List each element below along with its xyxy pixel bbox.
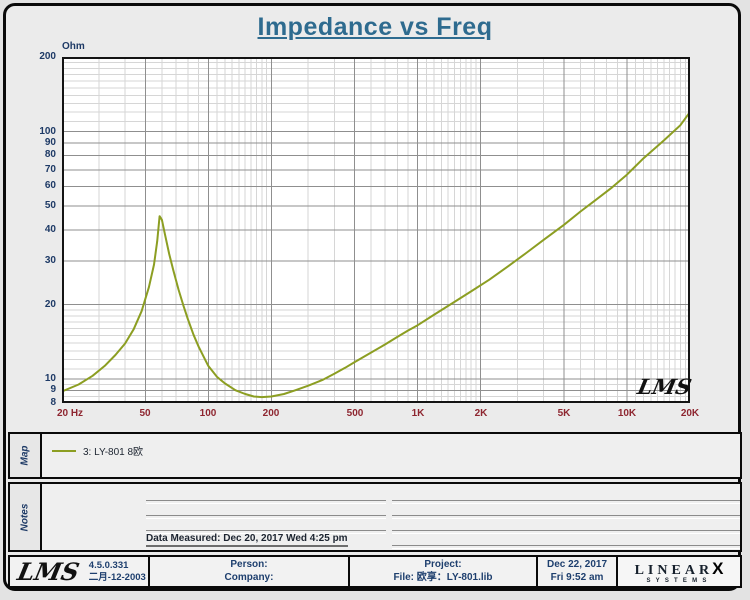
y-tick-label: 80: [44, 149, 56, 160]
page-title: Impedance vs Freq: [257, 13, 493, 41]
footer-person-cell: Person: Company:: [150, 557, 350, 586]
map-section-label-cell: Map: [10, 434, 42, 477]
lms-watermark: LMS: [635, 374, 694, 399]
notes-rule-line: [392, 530, 740, 534]
impedance-chart-plot: [62, 57, 690, 403]
y-tick-label: 8: [50, 397, 56, 408]
notes-section-label-cell: Notes: [10, 484, 42, 550]
footer-version-cell: LMS 4.5.0.331 二月-12-2003: [10, 557, 150, 586]
notes-rule-line: [146, 500, 386, 504]
notes-section: Notes Data Measured: Dec 20, 2017 Wed 4:…: [8, 482, 742, 552]
map-section: Map 3: LY-801 8欧: [8, 432, 742, 479]
y-tick-label: 20: [44, 299, 56, 310]
footer-bar: LMS 4.5.0.331 二月-12-2003 Person: Company…: [8, 555, 742, 588]
report-time: Fri 9:52 am: [550, 571, 604, 583]
x-tick-label: 50: [139, 408, 151, 419]
map-section-label: Map: [19, 445, 31, 466]
x-tick-label: 20K: [680, 408, 700, 419]
x-tick-label: 200: [262, 408, 280, 419]
notes-rule-line: [392, 500, 740, 504]
linearx-logo: LINEAR X: [635, 558, 724, 580]
x-tick-label: 2K: [474, 408, 488, 419]
company-label: Company:: [224, 571, 274, 583]
notes-rule-line: [146, 530, 386, 534]
linearx-logo-name: LINEAR: [634, 562, 714, 578]
person-label: Person:: [230, 559, 268, 570]
y-axis-unit-label: Ohm: [62, 41, 85, 52]
y-tick-label: 50: [44, 200, 56, 211]
x-tick-label: 500: [346, 408, 364, 419]
y-tick-label: 9: [50, 384, 56, 395]
map-section-content: 3: LY-801 8欧: [42, 434, 740, 477]
y-tick-label: 60: [44, 180, 56, 191]
legend-item: 3: LY-801 8欧: [52, 443, 143, 458]
x-tick-label: 100: [199, 408, 217, 419]
x-tick-label: 10K: [617, 408, 637, 419]
footer-project-cell: Project: File: 欧享：LY-801.lib: [350, 557, 538, 586]
y-tick-label: 90: [44, 137, 56, 148]
y-tick-label: 30: [44, 255, 56, 266]
x-tick-label: 1K: [411, 408, 425, 419]
version-number: 4.5.0.331: [88, 559, 129, 571]
footer-brand-cell: LINEAR X SYSTEMS: [618, 557, 740, 586]
file-label: File: 欧享：LY-801.lib: [393, 571, 493, 583]
x-tick-label: 5K: [557, 408, 571, 419]
legend-label: 3: LY-801 8欧: [83, 447, 144, 458]
footer-date-cell: Dec 22, 2017 Fri 9:52 am: [538, 557, 618, 586]
notes-rule-line: [392, 515, 740, 519]
y-tick-label: 10: [44, 373, 56, 384]
linearx-logo-x: X: [712, 558, 724, 578]
linearx-logo-systems: SYSTEMS: [646, 578, 712, 584]
legend-line-swatch: [52, 449, 76, 452]
notes-rule-line: [146, 515, 386, 519]
y-tick-label: 100: [39, 126, 56, 137]
data-measured-text: Data Measured: Dec 20, 2017 Wed 4:25 pm: [146, 533, 348, 547]
y-tick-label: 70: [44, 164, 56, 175]
build-date: 二月-12-2003: [88, 571, 146, 583]
y-tick-label: 200: [39, 51, 56, 62]
y-tick-label: 40: [44, 224, 56, 235]
x-tick-label: 20 Hz: [56, 408, 84, 419]
lms-logo: LMS: [15, 556, 82, 586]
project-label: Project:: [424, 559, 462, 570]
notes-section-content: Data Measured: Dec 20, 2017 Wed 4:25 pm: [42, 484, 740, 550]
report-date: Dec 22, 2017: [546, 559, 608, 570]
notes-rule-line: [392, 545, 740, 549]
notes-section-label: Notes: [19, 503, 31, 531]
